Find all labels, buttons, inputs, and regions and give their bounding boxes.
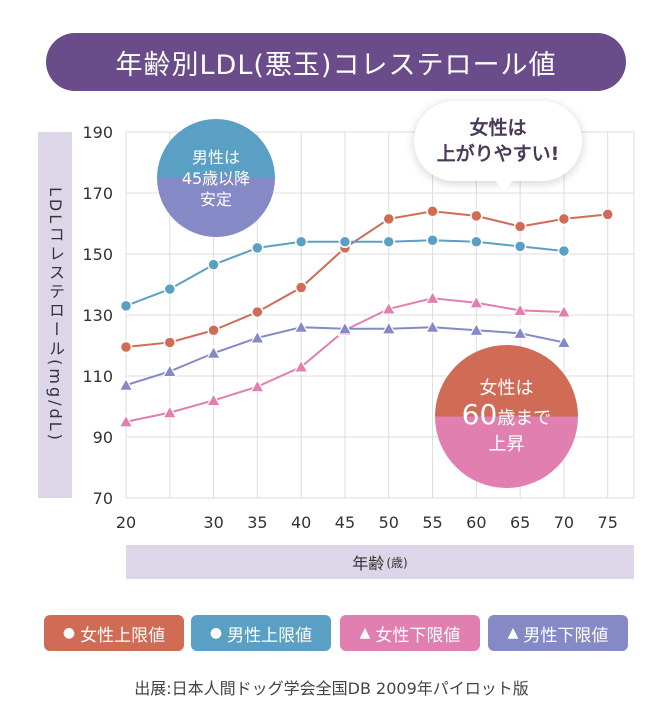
data-point [207, 258, 220, 271]
data-point [512, 325, 528, 340]
circle-marker-icon: ● [62, 625, 76, 641]
legend-men-lower: ▲ 男性下限値 [488, 615, 628, 651]
data-point [249, 330, 265, 344]
legend-label: 女性下限値 [375, 625, 461, 646]
x-axis-unit: (歳) [386, 555, 408, 570]
data-point [381, 301, 397, 315]
x-tick-label: 50 [379, 513, 399, 532]
data-point [426, 234, 439, 247]
x-tick-label: 70 [554, 513, 574, 532]
legend-label: 男性下限値 [523, 625, 609, 646]
x-tick-label: 65 [510, 513, 530, 532]
data-point [162, 404, 178, 419]
women-bubble-line3: 上昇 [488, 433, 525, 455]
data-point [118, 377, 134, 391]
legend-men-upper: ● 男性上限値 [191, 615, 331, 651]
legend-women-lower: ▲ 女性下限値 [340, 615, 480, 651]
data-point [162, 363, 178, 378]
x-tick-label: 45 [335, 513, 355, 532]
men-bubble-line3: 安定 [199, 189, 232, 209]
men-stable-bubble: 男性は 45歳以降 安定 [157, 119, 275, 237]
data-point [249, 378, 265, 393]
women-bubble-age-suffix: 歳まで [497, 407, 552, 429]
data-point [382, 212, 396, 226]
x-tick-label: 35 [247, 513, 267, 532]
data-point [556, 334, 572, 349]
men-bubble-line1: 男性は [191, 147, 240, 167]
data-point [557, 244, 571, 258]
y-tick-label: 130 [82, 306, 113, 325]
data-point [468, 295, 484, 309]
data-point [206, 392, 222, 407]
circle-marker-icon: ● [209, 625, 223, 641]
y-axis-label-bar: LDLコレステロール(mg/dL) [38, 132, 72, 498]
data-point [206, 345, 222, 359]
x-tick-label: 60 [466, 513, 486, 532]
legend-label: 男性上限値 [227, 625, 313, 646]
women-bubble-line2: 60歳まで [462, 400, 552, 432]
data-point [512, 302, 528, 317]
data-point [163, 282, 177, 296]
legend-women-upper: ● 女性上限値 [44, 615, 184, 651]
data-point [470, 209, 483, 223]
triangle-marker-icon: ▲ [507, 625, 519, 641]
data-point [556, 304, 572, 318]
data-point [381, 320, 397, 335]
men-bubble-line2: 45歳以降 [181, 168, 251, 188]
data-point [119, 299, 133, 313]
data-point [468, 322, 484, 337]
source-note: 出展:日本人間ドッグ学会全国DB 2009年パイロット版 [134, 679, 529, 698]
y-tick-label: 170 [82, 184, 113, 203]
x-axis-label-bar: 年齢 (歳) [126, 545, 634, 579]
speech-line2: 上がりやすい! [436, 143, 560, 165]
x-axis-label: 年齢 [352, 554, 385, 573]
data-point [293, 359, 309, 373]
data-point [513, 240, 527, 253]
data-point [426, 205, 439, 218]
speech-line1: 女性は [469, 117, 527, 139]
legend-label: 女性上限値 [80, 625, 166, 646]
triangle-marker-icon: ▲ [359, 625, 371, 641]
speech-bubble: 女性は 上がりやすい! [414, 101, 582, 181]
chart-title: 年齢別LDL(悪玉)コレステロール値 [46, 33, 626, 91]
women-rise-bubble: 女性は 60歳まで 上昇 [435, 345, 578, 488]
data-point [251, 305, 264, 319]
y-tick-label: 150 [82, 245, 113, 264]
x-tick-label: 30 [203, 513, 223, 532]
data-point [513, 220, 527, 233]
y-axis-label: LDLコレステロール(mg/dL) [46, 187, 65, 443]
data-point [293, 319, 309, 333]
x-tick-label: 55 [422, 513, 442, 532]
data-point [425, 290, 441, 305]
series-line [125, 210, 608, 349]
data-point [294, 235, 308, 249]
data-point [118, 414, 134, 428]
x-tick-label: 20 [116, 513, 136, 532]
data-point [163, 336, 177, 349]
x-tick-label: 75 [598, 513, 618, 532]
data-point [557, 212, 571, 226]
data-point [119, 340, 133, 354]
y-tick-label: 90 [93, 428, 113, 447]
data-point [601, 208, 614, 221]
women-bubble-line1: 女性は [479, 377, 534, 399]
data-point [207, 324, 220, 337]
data-point [337, 320, 353, 335]
y-tick-label: 110 [82, 367, 113, 386]
y-tick-label: 70 [93, 489, 113, 508]
x-tick-label: 40 [291, 513, 311, 532]
data-point [425, 319, 441, 333]
data-point [251, 241, 264, 255]
data-point [470, 235, 483, 249]
data-point [382, 235, 396, 249]
y-tick-label: 190 [82, 123, 113, 142]
data-point [294, 281, 308, 294]
speech-bubble-tail [493, 178, 515, 192]
data-point [338, 235, 352, 249]
women-bubble-age: 60 [461, 397, 498, 431]
